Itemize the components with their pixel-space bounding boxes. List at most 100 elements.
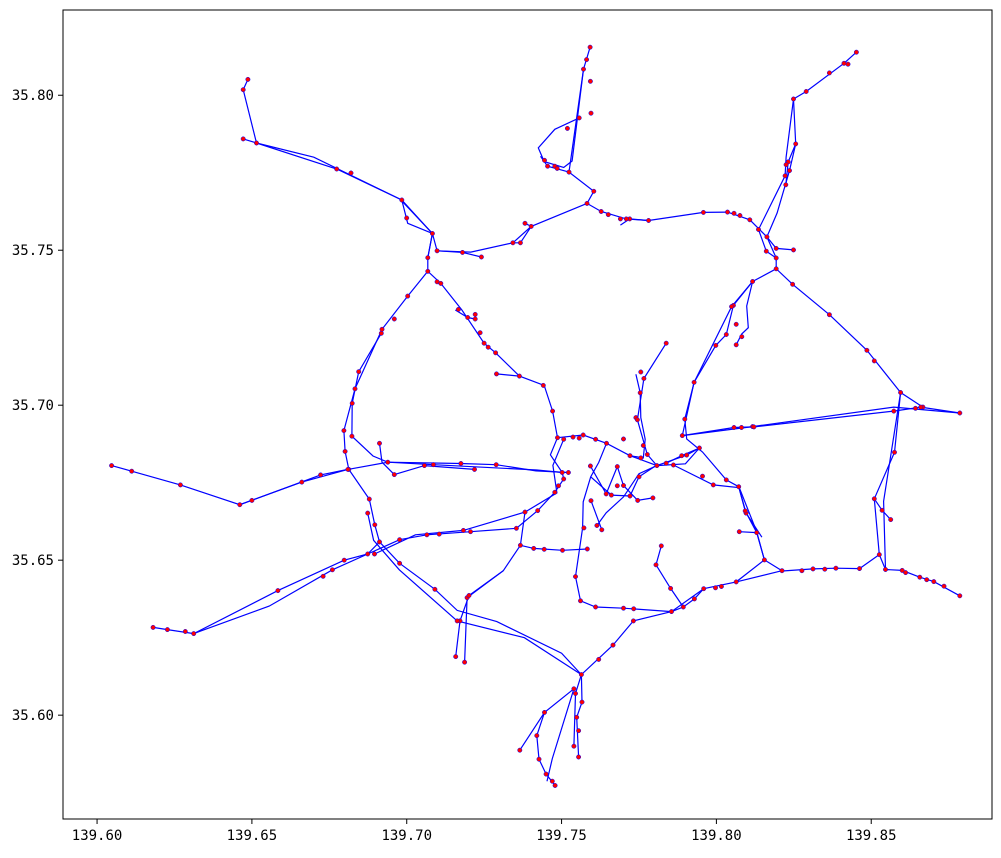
node-point <box>342 448 348 454</box>
node-point <box>318 472 324 478</box>
node-point <box>466 593 472 598</box>
node-point <box>576 754 582 760</box>
node-point <box>434 248 440 254</box>
node-point <box>763 248 769 254</box>
node-point <box>623 216 629 222</box>
node-point <box>352 386 358 392</box>
y-tick-label: 35.80 <box>12 88 54 104</box>
node-point <box>425 268 431 274</box>
x-tick-label: 139.65 <box>227 828 278 844</box>
node-point <box>540 382 546 388</box>
node-point <box>733 321 739 327</box>
node-point <box>718 584 724 589</box>
node-point <box>576 435 582 441</box>
node-point <box>341 557 347 563</box>
node-point <box>783 182 789 188</box>
node-point <box>891 408 897 414</box>
edge-line <box>682 406 960 437</box>
node-point <box>254 140 259 146</box>
node-point <box>883 567 888 572</box>
node-point <box>739 425 744 430</box>
node-point <box>913 405 918 411</box>
nodes-layer <box>109 44 963 788</box>
node-point <box>663 340 669 346</box>
node-point <box>425 255 431 261</box>
node-point <box>378 330 384 336</box>
node-point <box>588 110 594 116</box>
node-point <box>791 96 796 102</box>
node-point <box>541 546 547 552</box>
node-point <box>783 162 789 168</box>
node-point <box>240 136 246 142</box>
node-point <box>579 699 585 705</box>
node-point <box>522 509 528 515</box>
edge-line <box>590 500 603 531</box>
node-point <box>931 579 937 585</box>
edge-line <box>568 69 595 204</box>
node-point <box>650 495 656 501</box>
node-point <box>552 489 558 495</box>
node-point <box>640 443 646 448</box>
node-point <box>405 293 411 299</box>
node-point <box>536 756 542 762</box>
node-point <box>453 654 459 660</box>
node-point <box>372 551 377 557</box>
node-point <box>725 209 730 215</box>
node-point <box>631 606 637 612</box>
node-point <box>593 604 599 610</box>
node-point <box>329 567 335 573</box>
node-point <box>472 316 478 322</box>
node-point <box>627 493 633 499</box>
node-point <box>430 462 436 468</box>
node-point <box>385 459 391 465</box>
node-point <box>465 315 471 320</box>
node-point <box>564 125 570 131</box>
node-point <box>397 537 403 543</box>
node-point <box>349 433 355 439</box>
node-point <box>750 279 756 284</box>
node-point <box>348 170 354 176</box>
edge-line <box>589 464 653 502</box>
node-point <box>554 165 560 171</box>
node-point <box>534 733 540 739</box>
node-point <box>485 344 491 350</box>
node-point <box>588 498 594 504</box>
node-point <box>833 565 839 571</box>
node-point <box>841 60 847 66</box>
node-point <box>691 379 697 385</box>
node-point <box>421 463 427 469</box>
node-point <box>587 44 593 50</box>
node-point <box>468 529 473 535</box>
x-tick-label: 139.80 <box>691 828 742 844</box>
node-point <box>576 728 582 734</box>
node-point <box>641 376 647 381</box>
node-point <box>454 618 460 624</box>
node-point <box>191 631 197 637</box>
node-point <box>587 78 593 84</box>
node-point <box>604 440 609 446</box>
node-point <box>669 609 674 615</box>
node-point <box>682 416 688 422</box>
node-point <box>372 522 378 528</box>
node-point <box>565 470 571 475</box>
node-point <box>240 87 246 93</box>
node-point <box>888 517 894 523</box>
node-point <box>793 141 799 147</box>
node-point <box>610 642 616 648</box>
node-point <box>787 168 792 174</box>
edge-line <box>455 570 504 657</box>
y-tick-label: 35.75 <box>12 243 54 259</box>
node-point <box>584 200 590 206</box>
node-point <box>644 452 650 457</box>
node-point <box>391 472 397 478</box>
node-point <box>578 672 584 678</box>
node-point <box>593 436 599 442</box>
node-point <box>621 436 626 442</box>
node-point <box>899 567 905 573</box>
node-point <box>517 542 523 548</box>
edge-line <box>243 138 403 201</box>
node-point <box>549 778 555 784</box>
node-point <box>109 463 115 469</box>
node-point <box>917 574 923 580</box>
